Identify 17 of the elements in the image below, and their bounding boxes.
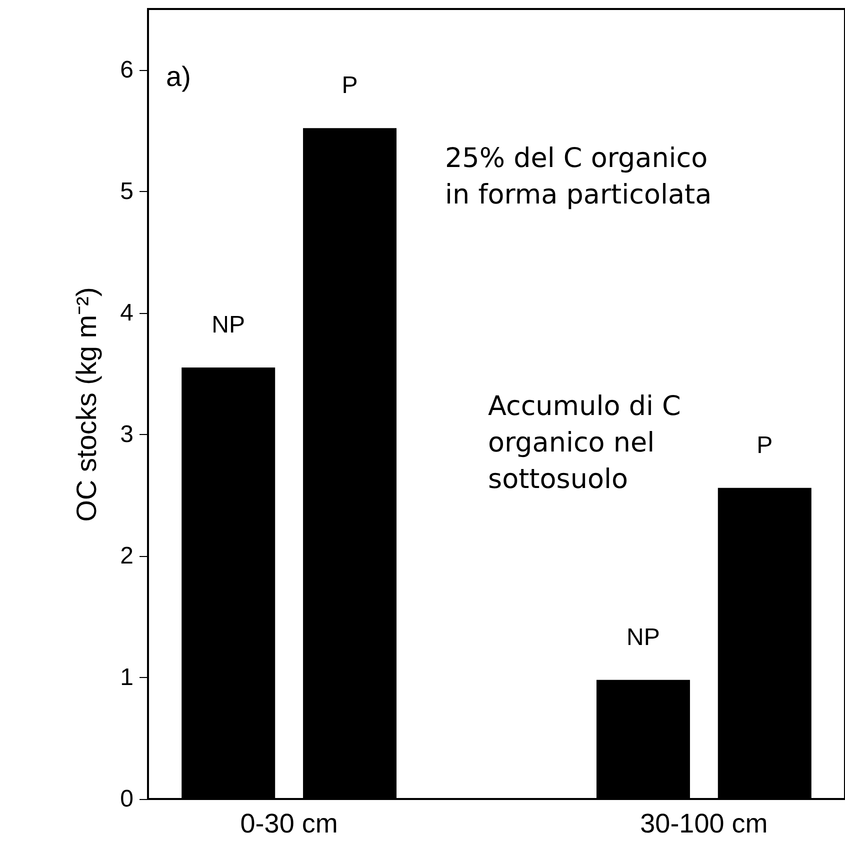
series-label: NP bbox=[212, 312, 246, 339]
y-tick-label: 3 bbox=[120, 420, 134, 448]
x-tick-label: 30-100 cm bbox=[640, 808, 768, 838]
text: NP bbox=[626, 624, 660, 651]
y-axis-title: OC stocks (kg m⁻²) bbox=[71, 287, 102, 522]
series-label: P bbox=[756, 432, 773, 459]
annotation: a) bbox=[166, 61, 191, 92]
annotation: Accumulo di C organico nel sottosuolo bbox=[488, 391, 681, 495]
text: P bbox=[342, 72, 358, 100]
y-tick-label: 4 bbox=[120, 299, 134, 326]
y-tick-label: 6 bbox=[120, 56, 134, 84]
annotation: 25% del C organico in forma particolata bbox=[445, 143, 712, 210]
y-tick-label: 1 bbox=[120, 664, 134, 691]
y-tick-label: 2 bbox=[120, 542, 134, 570]
y-tick-label: 5 bbox=[120, 178, 134, 205]
y-tick-label: 0 bbox=[120, 786, 134, 812]
x-tick-label: 0-30 cm bbox=[240, 808, 338, 838]
